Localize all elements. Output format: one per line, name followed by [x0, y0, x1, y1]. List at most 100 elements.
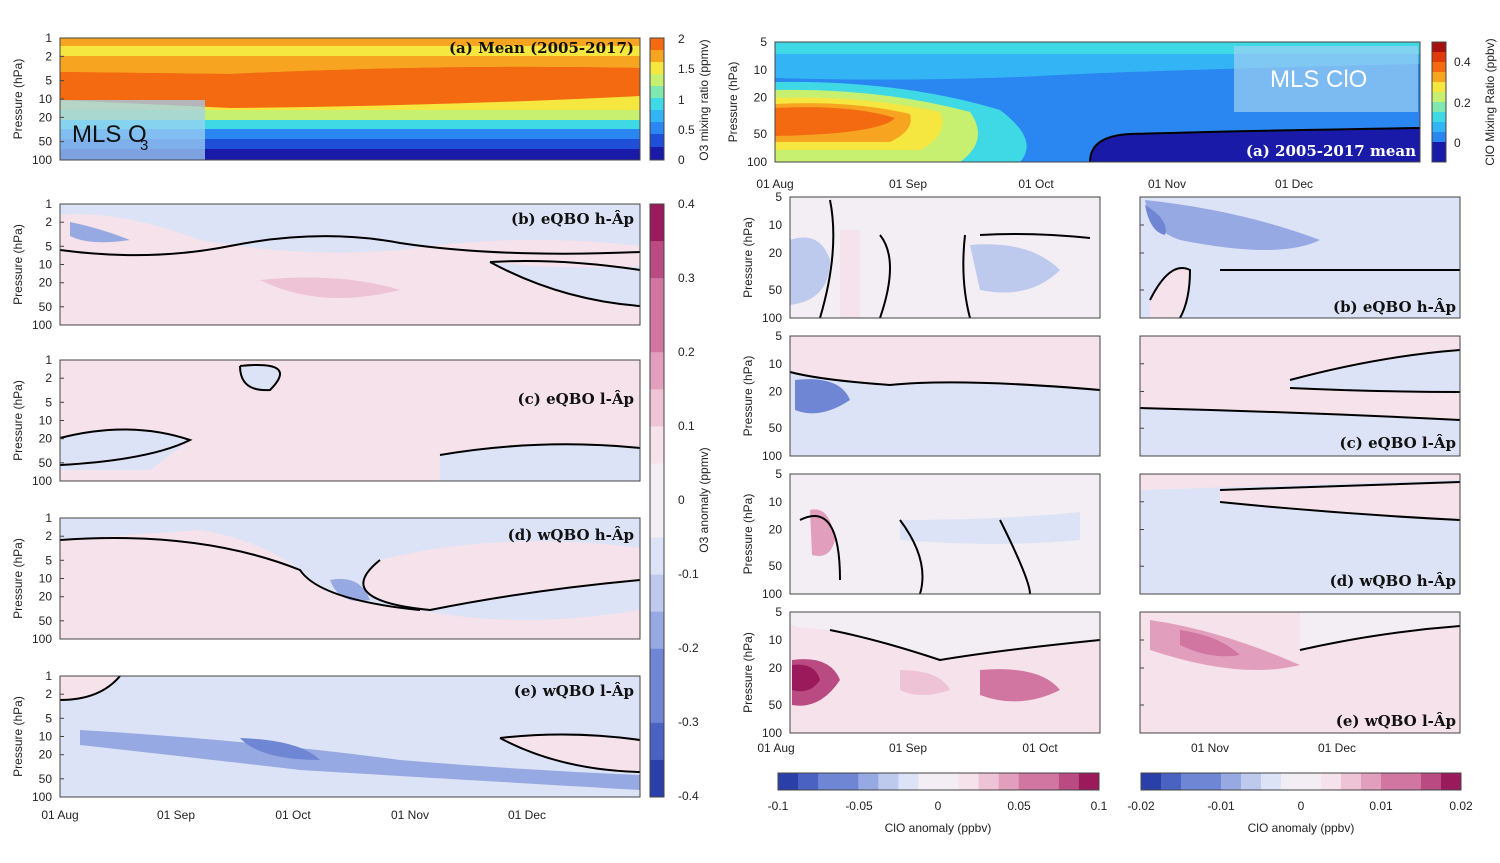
o3-mean-title: (a) Mean (2005-2017) [449, 39, 634, 57]
clo-cb-frame [1140, 772, 1462, 791]
o3-mean-band-3 [60, 56, 640, 74]
o3-mean-band-8 [60, 129, 640, 139]
o3-ytick: 1 [45, 353, 52, 367]
cb-clom-11 [1432, 142, 1446, 162]
cb-clom-label: ClO Mixing Ratio (ppbv) [1483, 38, 1497, 165]
clo-cb-segment [1361, 773, 1382, 790]
o3-mean-band-7 [60, 120, 640, 129]
o3-anomaly-colorbar: 0.4 0.3 0.2 0.1 0 -0.1 -0.2 -0.3 -0.4 O3… [649, 197, 711, 803]
cb-o3m-9 [650, 134, 664, 147]
o3-mean-colorbar: 2 1.5 1 0.5 0 O3 mixing ratio (ppmv) [649, 32, 711, 167]
o3-ytick: 10 [39, 414, 53, 428]
clo-ytick: 10 [754, 63, 768, 77]
cb-clom-6 [1432, 92, 1446, 102]
o3-xtick-1: 01 Sep [157, 808, 195, 822]
clod-l-neg [900, 512, 1080, 544]
cbl-label: ClO anomaly (ppbv) [885, 821, 992, 835]
clo-mean-panel: MLS ClO (a) 2005-2017 mean [774, 41, 1421, 163]
o3b-neg1 [60, 204, 640, 253]
cb-clom-10 [1432, 132, 1446, 142]
clom-frame [774, 41, 1421, 163]
clom-title: (a) 2005-2017 mean [1246, 142, 1416, 160]
cb-o3m-3 [650, 62, 664, 74]
clob-l-frame [789, 196, 1101, 319]
o3e-neg-core [240, 738, 320, 760]
clo-xtick-0: 01 Aug [757, 741, 794, 755]
o3-anom-cb-segment [650, 241, 664, 279]
clo-cb-segment [1301, 773, 1322, 790]
o3c-title: (c) eQBO l-Âp [518, 390, 634, 408]
clo-ytick: 50 [769, 559, 783, 573]
o3d-neg1 [60, 518, 640, 620]
o3-ylabel: Pressure (hPa) [11, 696, 25, 777]
clo-ytick: 10 [769, 218, 783, 232]
o3-anom-cb-segment [650, 537, 664, 576]
clo-xtick-1: 01 Sep [889, 741, 927, 755]
o3-ytick: 5 [45, 553, 52, 567]
o3-anom-cb-segment [650, 685, 664, 724]
clo-ytick: 5 [775, 329, 782, 343]
clo-cb-segment [778, 773, 799, 790]
clo-xtick-2: 01 Oct [1022, 741, 1058, 755]
o3-anom-cb-segment [650, 389, 664, 427]
o3-panel-d: (d) wQBO h-Âp [59, 517, 641, 640]
clo-cb-segment [878, 773, 899, 790]
o3-ytick: 2 [45, 687, 52, 701]
clod-title: (d) wQBO h-Âp [1330, 572, 1456, 590]
o3-ytick: 1 [45, 669, 52, 683]
cb-o3m-tick-0: 2 [678, 32, 685, 46]
clo-overlay-label: MLS ClO [1270, 66, 1367, 93]
cloc-r-frame [1139, 335, 1461, 457]
clo-cb-segment [1281, 773, 1302, 790]
o3-ytick: 20 [39, 590, 53, 604]
clod-r-contours [1219, 481, 1461, 521]
clo-ylabel: Pressure (hPa) [741, 217, 755, 298]
o3-ytick: 100 [32, 632, 52, 646]
o3-ytick: 5 [45, 74, 52, 88]
o3-ytick: 20 [39, 276, 53, 290]
o3-panel-b: (b) eQBO h-Âp [59, 203, 641, 326]
clo-panel-e: (e) wQBO l-Âp [789, 611, 1461, 734]
clo-ytick: 50 [769, 421, 783, 435]
clo-cb-segment [1261, 773, 1282, 790]
clod-r-pos [1220, 482, 1460, 520]
o3e-neg-band [80, 730, 640, 790]
clom-xtick-2: 01 Oct [1018, 177, 1054, 191]
cloe-title: (e) wQBO l-Âp [1336, 712, 1456, 730]
clo-cb-segment [1241, 773, 1262, 790]
cb-clom-frame [1431, 41, 1447, 163]
clod-l-contours [799, 515, 1031, 595]
cloe-r-pos-core2 [1180, 630, 1240, 657]
clo-xtick-3: 01 Nov [1191, 741, 1229, 755]
o3c-contour3 [239, 364, 281, 392]
o3-overlay-box [60, 100, 205, 160]
cb-o3m-8 [650, 122, 664, 134]
clo-cb-segment [918, 773, 939, 790]
clo-ylabel: Pressure (hPa) [741, 356, 755, 437]
clo-mean-colorbar: 0.4 0.2 0 ClO Mixing Ratio (ppbv) [1431, 38, 1497, 166]
cloe-r-neutral [1300, 612, 1460, 650]
cbl-tick-1: -0.05 [845, 799, 873, 813]
o3-ytick: 5 [45, 239, 52, 253]
clo-ytick: 20 [769, 246, 783, 260]
o3-anom-cb-segment [650, 500, 664, 539]
o3-xtick-4: 01 Dec [508, 808, 546, 822]
o3-ylabel: Pressure (hPa) [11, 59, 25, 140]
clo-cb-segment [1181, 773, 1202, 790]
o3-ytick: 2 [45, 529, 52, 543]
clo-ytick: 20 [769, 661, 783, 675]
o3-anom-cb-segment [650, 722, 664, 761]
o3e-title: (e) wQBO l-Âp [514, 682, 634, 700]
o3-ytick: 1 [45, 31, 52, 45]
o3d-contour2 [362, 559, 641, 612]
clo-ytick: 50 [769, 283, 783, 297]
cloc-r-neg1 [1290, 350, 1460, 392]
clo-cb-segment [1441, 773, 1462, 790]
clom-warm5 [775, 107, 895, 136]
cb-clom-1 [1432, 42, 1446, 52]
o3-ytick: 10 [39, 730, 53, 744]
o3-anom-cb-segment [650, 648, 664, 687]
clo-ytick: 20 [754, 91, 768, 105]
clo-colorbar-labels: -0.1 -0.05 0 0.05 0.1 ClO anomaly (ppbv)… [768, 799, 1473, 835]
clo-cb-segment [1141, 773, 1162, 790]
